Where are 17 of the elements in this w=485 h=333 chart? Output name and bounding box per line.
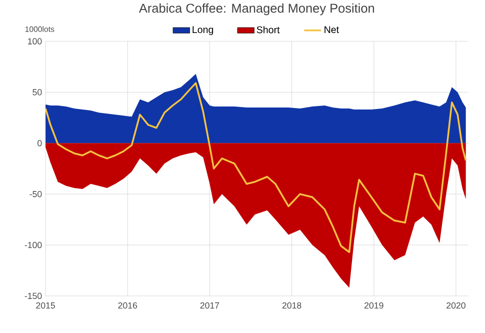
x-tick-label: 2019 — [364, 302, 384, 308]
chart-title: Arabica Coffee: Managed Money Position — [138, 3, 374, 16]
legend-label: Long — [192, 26, 214, 35]
x-tick-label: 2016 — [118, 302, 138, 308]
y-tick-label: -100 — [24, 242, 42, 248]
y-tick-label: -50 — [30, 190, 42, 198]
legend-label: Short — [256, 26, 280, 34]
y-tick-label: 50 — [32, 88, 42, 96]
x-tick-label: 2018 — [282, 302, 302, 308]
x-tick-label: 2015 — [36, 302, 55, 308]
y-tick-label: 100 — [28, 38, 42, 44]
x-tick-label: 2017 — [200, 302, 220, 308]
y-tick-label: 0 — [38, 140, 42, 146]
x-tick-label: 2020 — [446, 302, 466, 308]
y-tick-label: -150 — [24, 292, 42, 299]
legend-label: Net — [324, 26, 339, 33]
line-series — [46, 82, 467, 253]
